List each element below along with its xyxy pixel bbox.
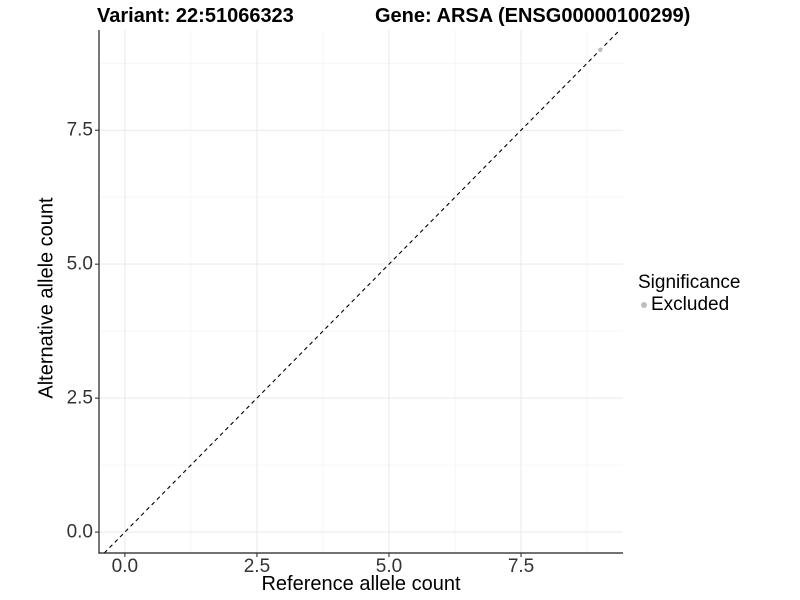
plot-title-gene: Gene: ARSA (ENSG00000100299) xyxy=(375,5,691,27)
x-tick-label: 0.0 xyxy=(111,556,139,577)
axis-lines xyxy=(98,30,623,554)
legend: Significance Excluded xyxy=(638,271,740,316)
identity-line xyxy=(103,29,621,554)
y-tick-label: 7.5 xyxy=(66,119,93,141)
excluded-point-icon xyxy=(641,302,647,308)
identity-dashed-line xyxy=(103,29,621,554)
x-tick-label: 2.5 xyxy=(243,556,271,577)
y-tick-label: 0.0 xyxy=(66,521,93,543)
legend-item-label: Excluded xyxy=(651,294,730,315)
axis-tick-marks xyxy=(95,129,522,557)
legend-title: Significance xyxy=(638,272,741,293)
x-tick-label: 7.5 xyxy=(507,556,535,577)
x-tick-label: 5.0 xyxy=(375,556,403,577)
scatter-point-excluded xyxy=(598,47,603,53)
x-axis-label: Reference allele count xyxy=(261,573,461,595)
y-axis-label: Alternative allele count xyxy=(35,197,58,399)
y-tick-label: 5.0 xyxy=(66,253,93,275)
data-points xyxy=(598,47,603,53)
gridlines-minor xyxy=(99,30,623,553)
y-tick-label: 2.5 xyxy=(66,387,93,409)
plot-title-variant: Variant: 22:51066323 xyxy=(97,5,294,27)
gridlines-major xyxy=(99,30,623,553)
legend-item-excluded: Excluded xyxy=(641,294,740,316)
